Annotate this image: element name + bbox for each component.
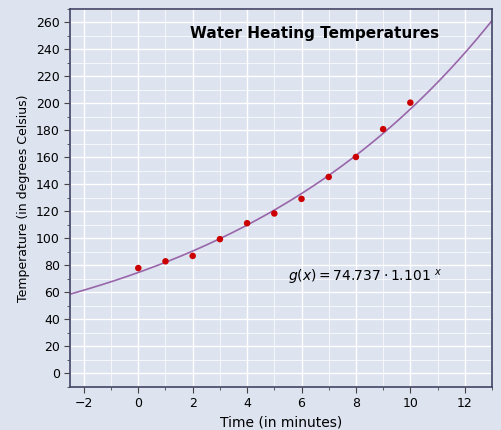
Point xyxy=(242,220,250,227)
Point xyxy=(378,126,386,132)
Point xyxy=(297,196,305,203)
Text: $g(x) = 74.737 \cdot 1.101\ ^{x}$: $g(x) = 74.737 \cdot 1.101\ ^{x}$ xyxy=(288,268,441,287)
Point xyxy=(215,236,223,243)
Point xyxy=(161,258,169,265)
Point xyxy=(270,210,278,217)
Text: Water Heating Temperatures: Water Heating Temperatures xyxy=(190,26,438,40)
Point xyxy=(324,174,332,181)
Point xyxy=(351,154,359,160)
Point xyxy=(188,252,196,259)
X-axis label: Time (in minutes): Time (in minutes) xyxy=(219,416,342,430)
Point xyxy=(134,264,142,271)
Y-axis label: Temperature (in degrees Celsius): Temperature (in degrees Celsius) xyxy=(18,94,31,301)
Point xyxy=(405,99,413,106)
